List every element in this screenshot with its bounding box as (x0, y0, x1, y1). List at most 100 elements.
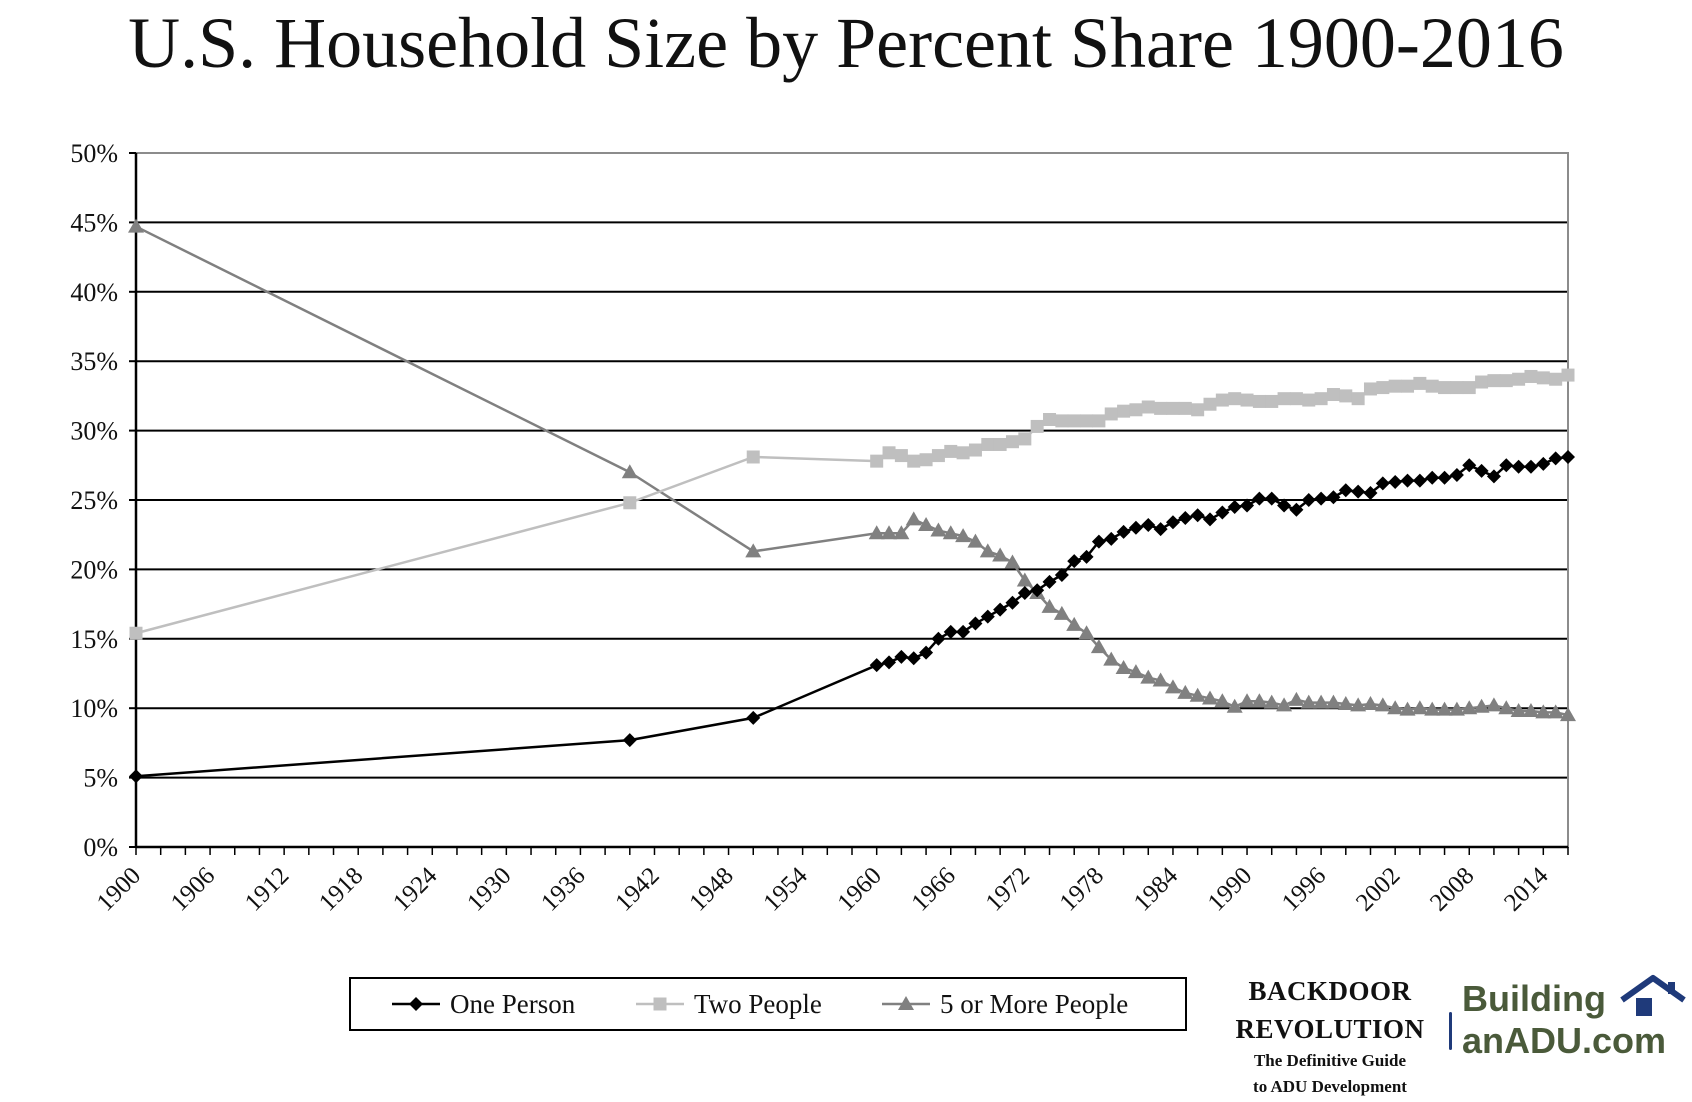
series-line (135, 455, 1569, 778)
data-point (1350, 697, 1367, 712)
data-point (1425, 379, 1439, 393)
data-point (1203, 397, 1217, 411)
data-point (1548, 451, 1563, 466)
data-point (1214, 693, 1231, 708)
data-point (1399, 701, 1416, 716)
data-point (1092, 414, 1106, 428)
data-point (1041, 598, 1058, 613)
data-point (1104, 407, 1118, 421)
data-point (1005, 595, 1020, 610)
data-point (931, 449, 945, 463)
data-point (1018, 432, 1032, 446)
y-axis: 0% 5% 10% 15% 20% 25% 30% 35% 40% 45% 50% (70, 139, 136, 862)
data-point (1030, 419, 1044, 433)
data-point (1487, 374, 1501, 388)
data-point (1511, 459, 1526, 474)
x-tick-label: 1930 (462, 862, 516, 916)
data-point (1289, 502, 1304, 517)
data-point (1363, 382, 1377, 396)
x-tick-label: 1906 (166, 862, 220, 916)
data-point (1079, 549, 1094, 564)
data-point (870, 454, 884, 468)
x-tick-label: 1936 (536, 862, 590, 916)
data-point (1252, 491, 1267, 506)
data-point (1203, 512, 1217, 527)
data-point (1226, 698, 1243, 713)
data-point (1561, 368, 1575, 382)
data-point (930, 522, 947, 537)
legend-label: One Person (450, 989, 576, 1019)
data-point (746, 450, 760, 464)
logo-line-2: anADU.com (1462, 1020, 1667, 1061)
data-point (1362, 696, 1379, 711)
x-tick-label: 2014 (1499, 862, 1554, 917)
data-point (1523, 459, 1538, 474)
data-point (1004, 554, 1021, 569)
data-point (1265, 394, 1279, 408)
data-point (1078, 625, 1095, 640)
data-point (1510, 702, 1527, 717)
data-point (1202, 690, 1218, 705)
data-point (1561, 449, 1575, 464)
x-tick-label: 1966 (907, 862, 961, 916)
data-point (1154, 401, 1168, 415)
data-point (746, 710, 761, 725)
data-point (1437, 470, 1452, 485)
data-point (881, 525, 898, 540)
x-tick-label: 1960 (832, 862, 886, 916)
data-point (1462, 458, 1477, 473)
data-point (1066, 616, 1083, 631)
data-point (1152, 672, 1169, 687)
data-point (968, 616, 983, 631)
y-tick-label: 10% (70, 694, 118, 723)
data-point (1313, 694, 1330, 709)
data-point (955, 528, 972, 543)
data-point (956, 446, 970, 460)
data-point (1054, 567, 1069, 582)
data-point (956, 624, 971, 639)
data-point (1288, 691, 1305, 706)
data-point (1164, 679, 1181, 694)
x-axis: 1900 1906 1912 1918 1924 1930 1936 1942 1948 1954… (92, 847, 1569, 917)
x-tick-label: 1972 (981, 862, 1035, 916)
y-tick-label: 30% (70, 417, 118, 446)
legend: One Person Two People 5 or More People (349, 977, 1187, 1031)
y-tick-label: 5% (83, 764, 118, 793)
data-point (1535, 704, 1552, 719)
data-point (944, 444, 958, 458)
data-point (869, 658, 884, 673)
house-icon (1620, 975, 1686, 1016)
data-point (1016, 572, 1033, 587)
data-point (1375, 476, 1390, 491)
x-tick-label: 1912 (240, 862, 294, 916)
data-point (993, 437, 1007, 451)
legend-marker (409, 997, 423, 1011)
data-point (893, 525, 910, 540)
data-point (1177, 684, 1194, 699)
y-tick-label: 25% (70, 486, 118, 515)
data-point (1215, 505, 1230, 520)
legend-label: 5 or More People (940, 989, 1128, 1019)
series-two-people (129, 368, 1575, 640)
brand-divider (1449, 1012, 1452, 1050)
brand-tagline-2: to ADU Development (1253, 1077, 1407, 1096)
data-point (1251, 693, 1268, 708)
data-point (882, 655, 897, 670)
data-point (1091, 534, 1106, 549)
series-line (135, 373, 1569, 635)
data-point (1560, 707, 1576, 722)
series-5-or-more-people (128, 218, 1576, 722)
y-tick-label: 15% (70, 625, 118, 654)
data-point (931, 631, 946, 646)
series-one-person (129, 449, 1575, 784)
data-point (1252, 394, 1266, 408)
data-point (1536, 371, 1550, 385)
data-point (906, 651, 921, 666)
data-point (1524, 369, 1538, 383)
data-point (1240, 498, 1255, 513)
backdoor-revolution-brand: BACKDOOR REVOLUTION The Definitive Guide… (1180, 972, 1480, 1100)
data-point (1153, 522, 1168, 537)
data-point (1461, 700, 1478, 715)
data-point (1401, 379, 1415, 393)
y-tick-label: 50% (70, 139, 118, 168)
